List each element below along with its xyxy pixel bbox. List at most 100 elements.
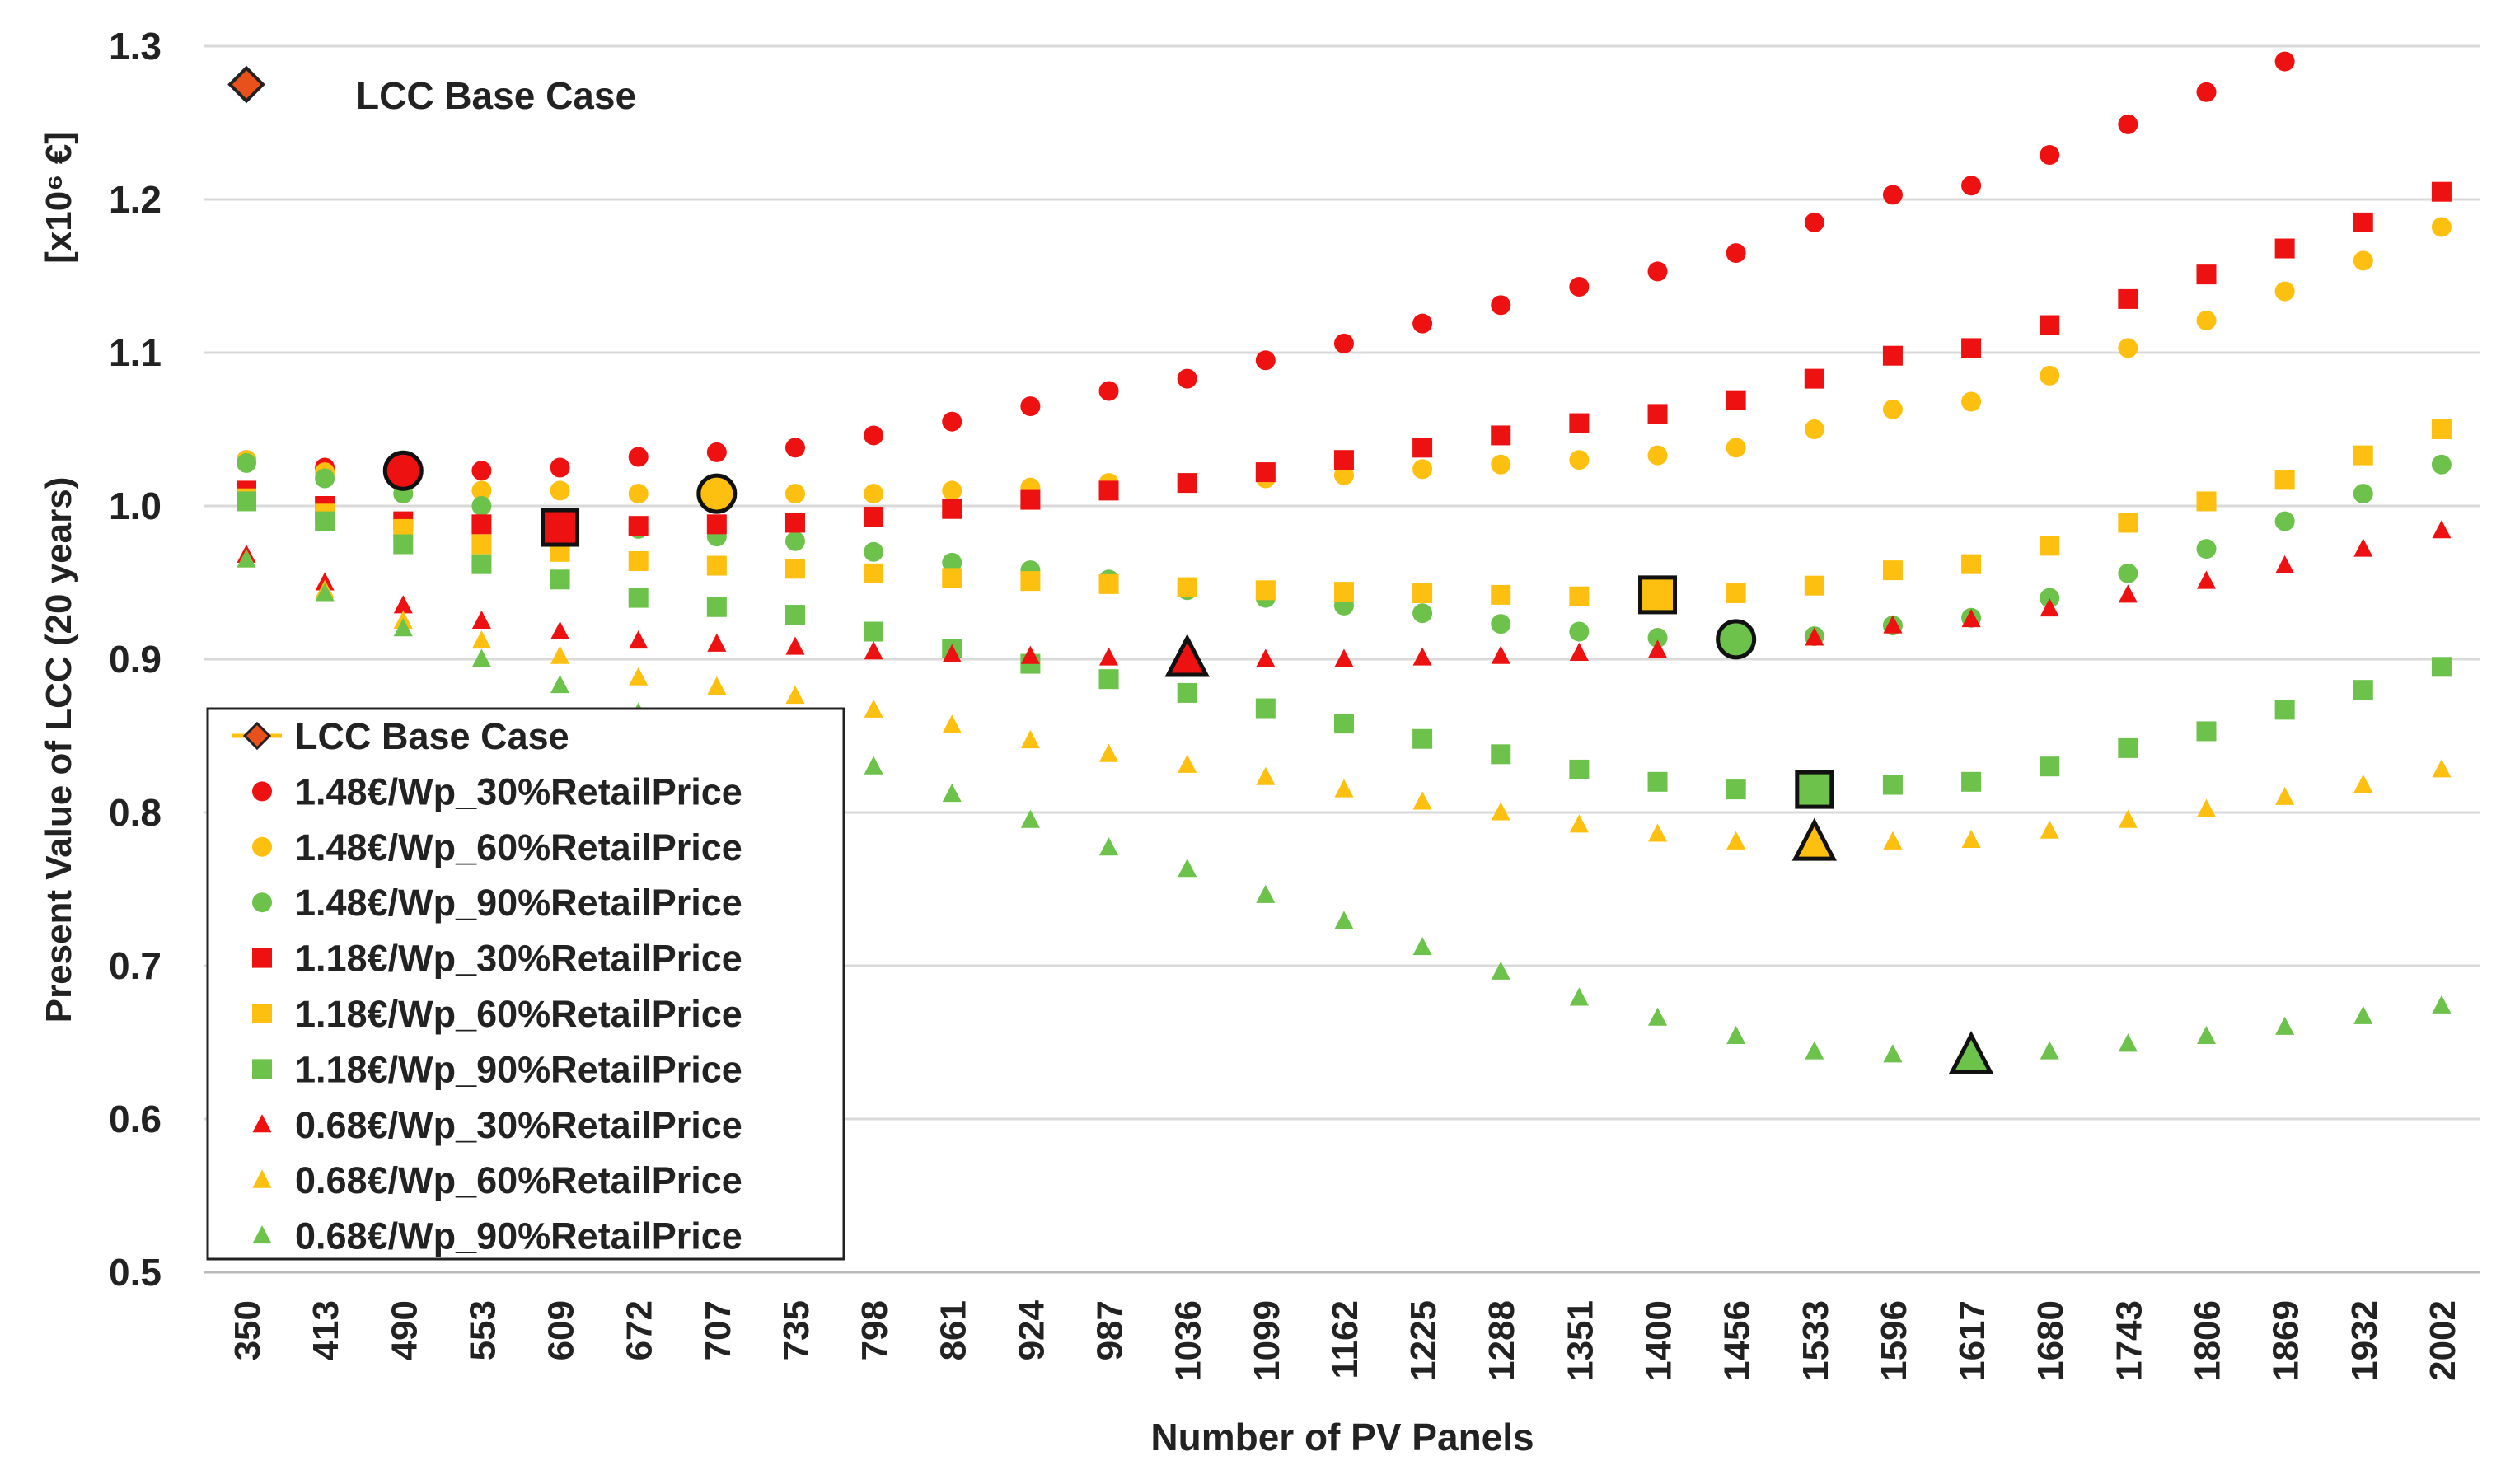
data-point <box>1020 809 1040 828</box>
data-point <box>471 648 491 667</box>
x-tick-label: 490 <box>384 1300 424 1360</box>
x-tick-label: 707 <box>698 1300 738 1360</box>
x-tick-label: 735 <box>776 1300 817 1360</box>
legend-label: 1.18€/Wp_90%RetailPrice <box>295 1048 742 1090</box>
data-point <box>393 618 413 637</box>
data-point <box>471 610 491 629</box>
legend-marker <box>252 1004 272 1023</box>
optimum-marker <box>1638 575 1678 615</box>
y-tick-label: 0.6 <box>109 1098 162 1140</box>
data-point <box>706 555 727 576</box>
data-point <box>2432 995 2452 1014</box>
data-point <box>784 484 805 504</box>
data-point <box>1412 313 1433 334</box>
data-point <box>864 621 884 642</box>
data-point <box>1177 368 1197 389</box>
data-point <box>1020 489 1041 510</box>
legend-marker <box>252 1169 272 1188</box>
data-point <box>2196 721 2217 742</box>
x-tick-label: 553 <box>462 1300 503 1360</box>
data-point <box>942 644 962 662</box>
y-tick-label: 0.7 <box>109 944 162 987</box>
x-tick-label: 1225 <box>1403 1300 1444 1381</box>
data-point <box>1569 621 1590 642</box>
data-point <box>1804 212 1824 232</box>
data-point <box>864 507 884 527</box>
data-point <box>1098 480 1119 501</box>
base-case-label: LCC Base Case <box>356 74 636 117</box>
x-tick-label: 987 <box>1090 1300 1131 1360</box>
data-point <box>2196 310 2217 330</box>
data-point <box>2040 145 2060 166</box>
legend-marker <box>252 892 272 913</box>
data-point <box>1804 368 1824 389</box>
data-point <box>2118 563 2138 583</box>
data-point <box>1412 459 1433 480</box>
y-axis-title: Present Value of LCC (20 years) <box>39 477 79 1023</box>
data-point <box>1726 438 1746 458</box>
data-point <box>1882 399 1903 419</box>
data-point <box>471 496 492 516</box>
data-point <box>864 699 883 718</box>
data-point <box>1256 884 1276 903</box>
data-point <box>2196 82 2217 102</box>
x-tick-label: 1680 <box>2030 1300 2071 1381</box>
data-point <box>1333 333 1354 353</box>
data-point <box>1569 277 1590 297</box>
x-tick-label: 609 <box>541 1300 582 1360</box>
data-point <box>1569 450 1590 470</box>
data-point <box>1883 831 1903 850</box>
data-point <box>1726 243 1746 264</box>
legend-label: 1.48€/Wp_90%RetailPrice <box>295 882 742 924</box>
data-point <box>629 667 649 686</box>
legend-box <box>206 707 845 1261</box>
data-point <box>1647 823 1668 842</box>
data-point <box>1726 583 1746 604</box>
data-point <box>2275 1016 2295 1035</box>
data-point <box>2118 1033 2138 1052</box>
data-point <box>942 411 962 432</box>
legend: LCC Base Case 1.48€/Wp_30%RetailPrice 1.48… <box>206 707 845 1261</box>
data-point <box>785 636 805 655</box>
legend-label: 0.68€/Wp_90%RetailPrice <box>295 1215 742 1257</box>
optimum-marker <box>1164 634 1210 677</box>
data-point <box>1882 345 1903 366</box>
data-point <box>1569 814 1589 833</box>
data-point <box>784 605 805 625</box>
data-point <box>2431 181 2452 202</box>
data-point <box>628 447 649 467</box>
data-point <box>315 583 335 602</box>
data-point <box>2040 315 2060 335</box>
data-point <box>1961 338 1982 358</box>
legend-label: 0.68€/Wp_60%RetailPrice <box>295 1159 742 1201</box>
x-tick-label: 1932 <box>2344 1300 2385 1381</box>
data-point <box>942 552 962 573</box>
x-axis-title: Number of PV Panels <box>1150 1416 1534 1458</box>
x-tick-label: 1162 <box>1325 1300 1365 1379</box>
data-point <box>550 569 570 590</box>
data-point <box>1098 573 1119 594</box>
data-point <box>784 559 805 579</box>
optimum-marker <box>1716 619 1757 660</box>
x-tick-label: 1806 <box>2188 1300 2228 1381</box>
data-point <box>864 425 884 446</box>
data-point <box>2196 539 2217 559</box>
data-point <box>1805 1041 1824 1060</box>
data-point <box>471 534 492 555</box>
data-point <box>315 511 335 531</box>
data-point <box>1882 560 1903 581</box>
data-point <box>550 645 570 664</box>
data-point <box>1882 185 1903 205</box>
data-point <box>942 499 962 519</box>
data-point <box>706 442 727 462</box>
data-point <box>2274 511 2295 531</box>
data-point <box>2040 588 2060 608</box>
data-point <box>2040 1041 2059 1060</box>
data-point <box>864 541 884 562</box>
data-point <box>942 568 962 588</box>
data-point <box>1882 775 1903 795</box>
data-point <box>1412 728 1433 749</box>
data-point <box>2196 1025 2217 1045</box>
data-point <box>1491 744 1511 765</box>
